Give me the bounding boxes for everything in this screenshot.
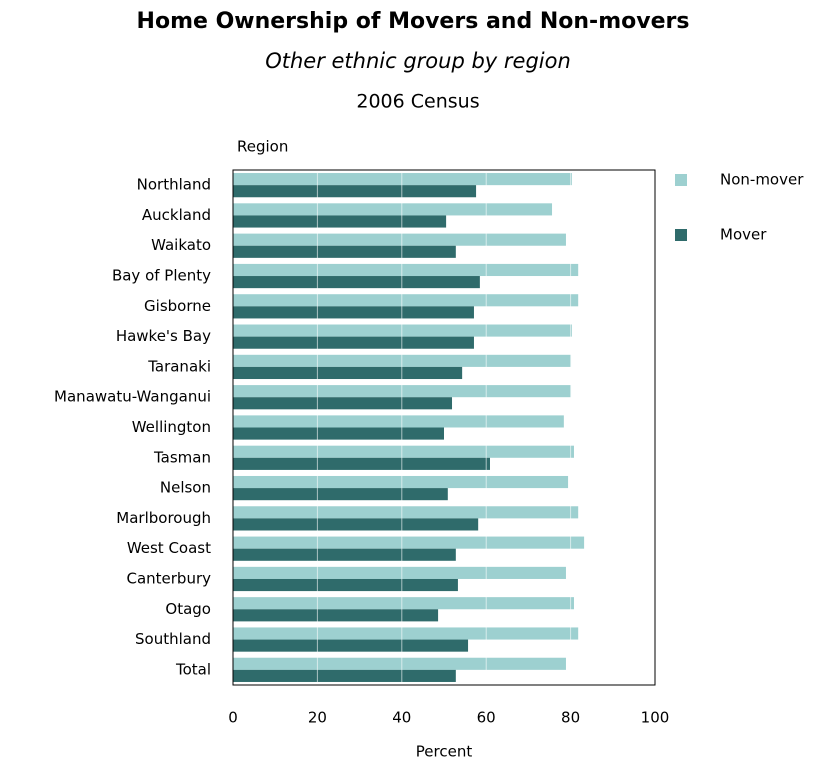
y-tick-label: Southland: [135, 630, 211, 648]
bar: [233, 669, 456, 682]
chart-title: Home Ownership of Movers and Non-movers: [137, 9, 690, 34]
bar: [233, 245, 456, 258]
bar: [233, 185, 477, 198]
bar: [233, 639, 469, 652]
chart-subtitle: Other ethnic group by region: [265, 49, 571, 73]
bar: [233, 445, 574, 458]
x-tick-label: 20: [308, 709, 327, 727]
bar: [233, 597, 574, 610]
y-tick-label: Wellington: [132, 418, 211, 436]
y-tick-label: Waikato: [151, 236, 211, 254]
bar: [233, 324, 572, 337]
chart-note: 2006 Census: [356, 91, 479, 113]
y-tick-label: Canterbury: [126, 569, 211, 587]
y-tick-label: Otago: [165, 600, 211, 618]
bar: [233, 427, 444, 440]
x-tick-label: 40: [392, 709, 411, 727]
x-axis-label: Percent: [416, 743, 473, 761]
bar: [233, 203, 553, 216]
x-tick-label: 80: [561, 709, 580, 727]
y-tick-label: Gisborne: [144, 297, 211, 315]
bar: [233, 627, 579, 640]
bar: [233, 233, 566, 246]
bar: [233, 536, 585, 549]
y-tick-label: Taranaki: [147, 357, 211, 375]
legend-swatch: [675, 174, 687, 186]
bar: [233, 173, 572, 186]
legend-label: Mover: [720, 226, 767, 244]
legend-label: Non-mover: [720, 171, 804, 189]
bar: [233, 578, 458, 592]
x-tick-label: 60: [477, 709, 496, 727]
y-tick-label: Auckland: [142, 206, 211, 224]
y-tick-label: Nelson: [160, 479, 211, 497]
y-axis-label: Region: [237, 138, 288, 156]
bar: [233, 506, 579, 519]
y-tick-label: Total: [175, 660, 211, 678]
y-tick-label: Manawatu-Wanganui: [54, 388, 211, 406]
bar: [233, 415, 564, 428]
bar: [233, 294, 579, 307]
legend-swatch: [675, 229, 687, 241]
y-tick-label: Marlborough: [116, 509, 211, 527]
bar: [233, 215, 447, 228]
plot-frame: [232, 169, 656, 686]
bar: [233, 657, 566, 670]
bar: [233, 276, 480, 289]
bar: [233, 366, 463, 380]
bar: [233, 263, 579, 277]
bar: [233, 475, 569, 489]
bar: [233, 518, 479, 531]
y-tick-label: Hawke's Bay: [116, 327, 211, 345]
bar: [233, 336, 474, 349]
y-tick-label: West Coast: [127, 539, 211, 557]
x-tick-label: 100: [641, 709, 670, 727]
bar: [233, 609, 439, 622]
bar: [233, 457, 490, 470]
bar: [233, 548, 456, 561]
bar: [233, 566, 566, 579]
y-tick-label: Tasman: [153, 448, 211, 466]
y-tick-label: Northland: [137, 176, 211, 194]
y-tick-label: Bay of Plenty: [112, 267, 211, 285]
bar: [233, 397, 453, 410]
x-tick-label: 0: [228, 709, 238, 727]
bar: [233, 488, 448, 501]
bar: [233, 306, 474, 319]
